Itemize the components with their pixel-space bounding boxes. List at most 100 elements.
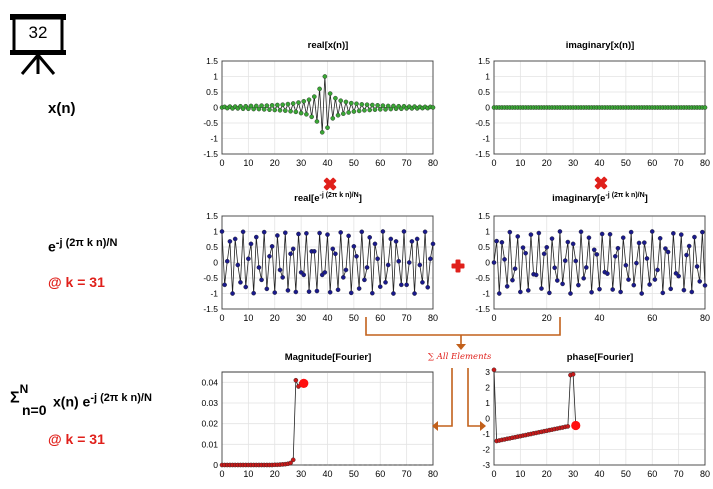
sum-all-elements-label: ∑ All Elements: [428, 352, 492, 362]
x-tick-label: 40: [594, 469, 604, 479]
data-point: [240, 229, 246, 235]
data-point: [285, 101, 291, 107]
data-point: [383, 280, 388, 285]
x-tick-label: 40: [322, 158, 332, 168]
data-point: [578, 229, 584, 235]
data-point: [642, 240, 647, 245]
data-point: [261, 229, 267, 235]
x-tick-label: 60: [375, 469, 385, 479]
x-tick-label: 20: [542, 469, 552, 479]
data-point: [354, 101, 359, 107]
data-point: [314, 119, 320, 124]
data-point: [367, 107, 372, 113]
y-tick-label: -0.5: [475, 118, 490, 128]
data-point: [246, 106, 251, 112]
data-point: [502, 257, 507, 262]
data-point: [261, 107, 267, 112]
x-tick-label: 20: [542, 158, 552, 168]
data-point: [377, 107, 383, 112]
y-tick-label: 1.5: [206, 211, 218, 221]
title-imag-exp: imaginary[e-j (2π k n)/N]: [494, 192, 706, 204]
data-point: [304, 112, 309, 117]
data-point: [356, 108, 362, 114]
title-imag-x: imaginary[x(n)]: [565, 40, 635, 51]
data-point: [565, 239, 571, 245]
data-point: [623, 262, 629, 268]
data-point: [341, 111, 346, 117]
data-point: [430, 105, 436, 110]
x-tick-label: 50: [349, 158, 359, 168]
data-point: [330, 246, 336, 252]
exp-base: e: [48, 238, 56, 255]
data-point: [673, 271, 679, 276]
data-point: [264, 286, 270, 292]
data-point: [702, 105, 708, 110]
data-point: [510, 277, 515, 283]
y-tick-label: -1.5: [203, 149, 218, 159]
data-point: [288, 460, 293, 466]
data-point: [491, 367, 497, 373]
data-point: [314, 288, 320, 294]
data-point: [655, 267, 660, 273]
data-point: [430, 241, 436, 247]
data-point: [689, 289, 695, 295]
data-point: [246, 256, 251, 262]
data-point: [686, 243, 692, 249]
plus-icon: [451, 259, 465, 273]
data-point: [678, 232, 684, 237]
data-point: [335, 287, 341, 293]
data-point: [222, 282, 227, 288]
data-point: [393, 239, 399, 244]
x-tick-label: 10: [243, 158, 253, 168]
data-point: [354, 254, 359, 259]
y-tick-label: 0: [213, 258, 218, 268]
data-point: [275, 102, 280, 108]
data-point: [253, 103, 259, 109]
data-point: [391, 103, 396, 109]
data-point: [605, 271, 610, 276]
data-point: [573, 258, 579, 264]
plot-magnitude: 0 10 20 30 40 50 60 70 80 0.04 0.03 0.02 0.01 0: [201, 371, 438, 479]
data-point: [607, 231, 613, 237]
sum-term-sup: -j (2π k n)/N: [90, 392, 152, 404]
data-point: [383, 107, 388, 112]
data-point: [377, 284, 383, 289]
data-point: [414, 236, 420, 242]
plot-real-x: 0 10 20 30 40 50 60 70 80 1.5 1 0.5 0 -0.5 -1 -1.5: [203, 56, 438, 168]
data-point: [525, 288, 531, 293]
data-point: [631, 282, 637, 288]
data-point: [634, 260, 639, 266]
data-point: [401, 229, 407, 234]
data-point: [372, 107, 378, 112]
x-tick-label: 70: [674, 469, 684, 479]
y-tick-label: -1.5: [475, 149, 490, 159]
data-point: [312, 94, 317, 99]
data-point: [301, 99, 307, 104]
x-tick-label: 60: [647, 313, 657, 323]
y-tick-label: 1: [485, 398, 490, 408]
data-point: [362, 107, 367, 113]
y-tick-label: 1: [213, 72, 218, 82]
label-exponential: e-j (2π k n)/N: [48, 237, 117, 255]
plot-real-exp: 0 10 20 30 40 50 60 70 80 1.5 1 0.5 0 -0.5 -1 -1.5: [203, 211, 438, 323]
data-point: [657, 236, 663, 241]
data-point: [277, 267, 283, 273]
data-point: [409, 239, 415, 244]
data-point: [610, 287, 615, 292]
x-tick-label: 40: [594, 158, 604, 168]
x-tick-label: 0: [491, 158, 496, 168]
data-point: [523, 250, 528, 256]
title-real-exp: real[e-j (2π k n)/N]: [222, 192, 434, 204]
data-point: [399, 282, 404, 288]
data-point: [309, 114, 314, 120]
data-point: [277, 107, 283, 113]
data-point: [327, 91, 333, 96]
data-point: [325, 125, 330, 130]
data-point: [594, 252, 600, 257]
data-point: [388, 106, 394, 112]
data-point: [512, 266, 518, 272]
data-point: [694, 264, 700, 269]
data-point: [652, 277, 658, 282]
data-point: [528, 232, 534, 237]
data-point: [283, 108, 288, 113]
